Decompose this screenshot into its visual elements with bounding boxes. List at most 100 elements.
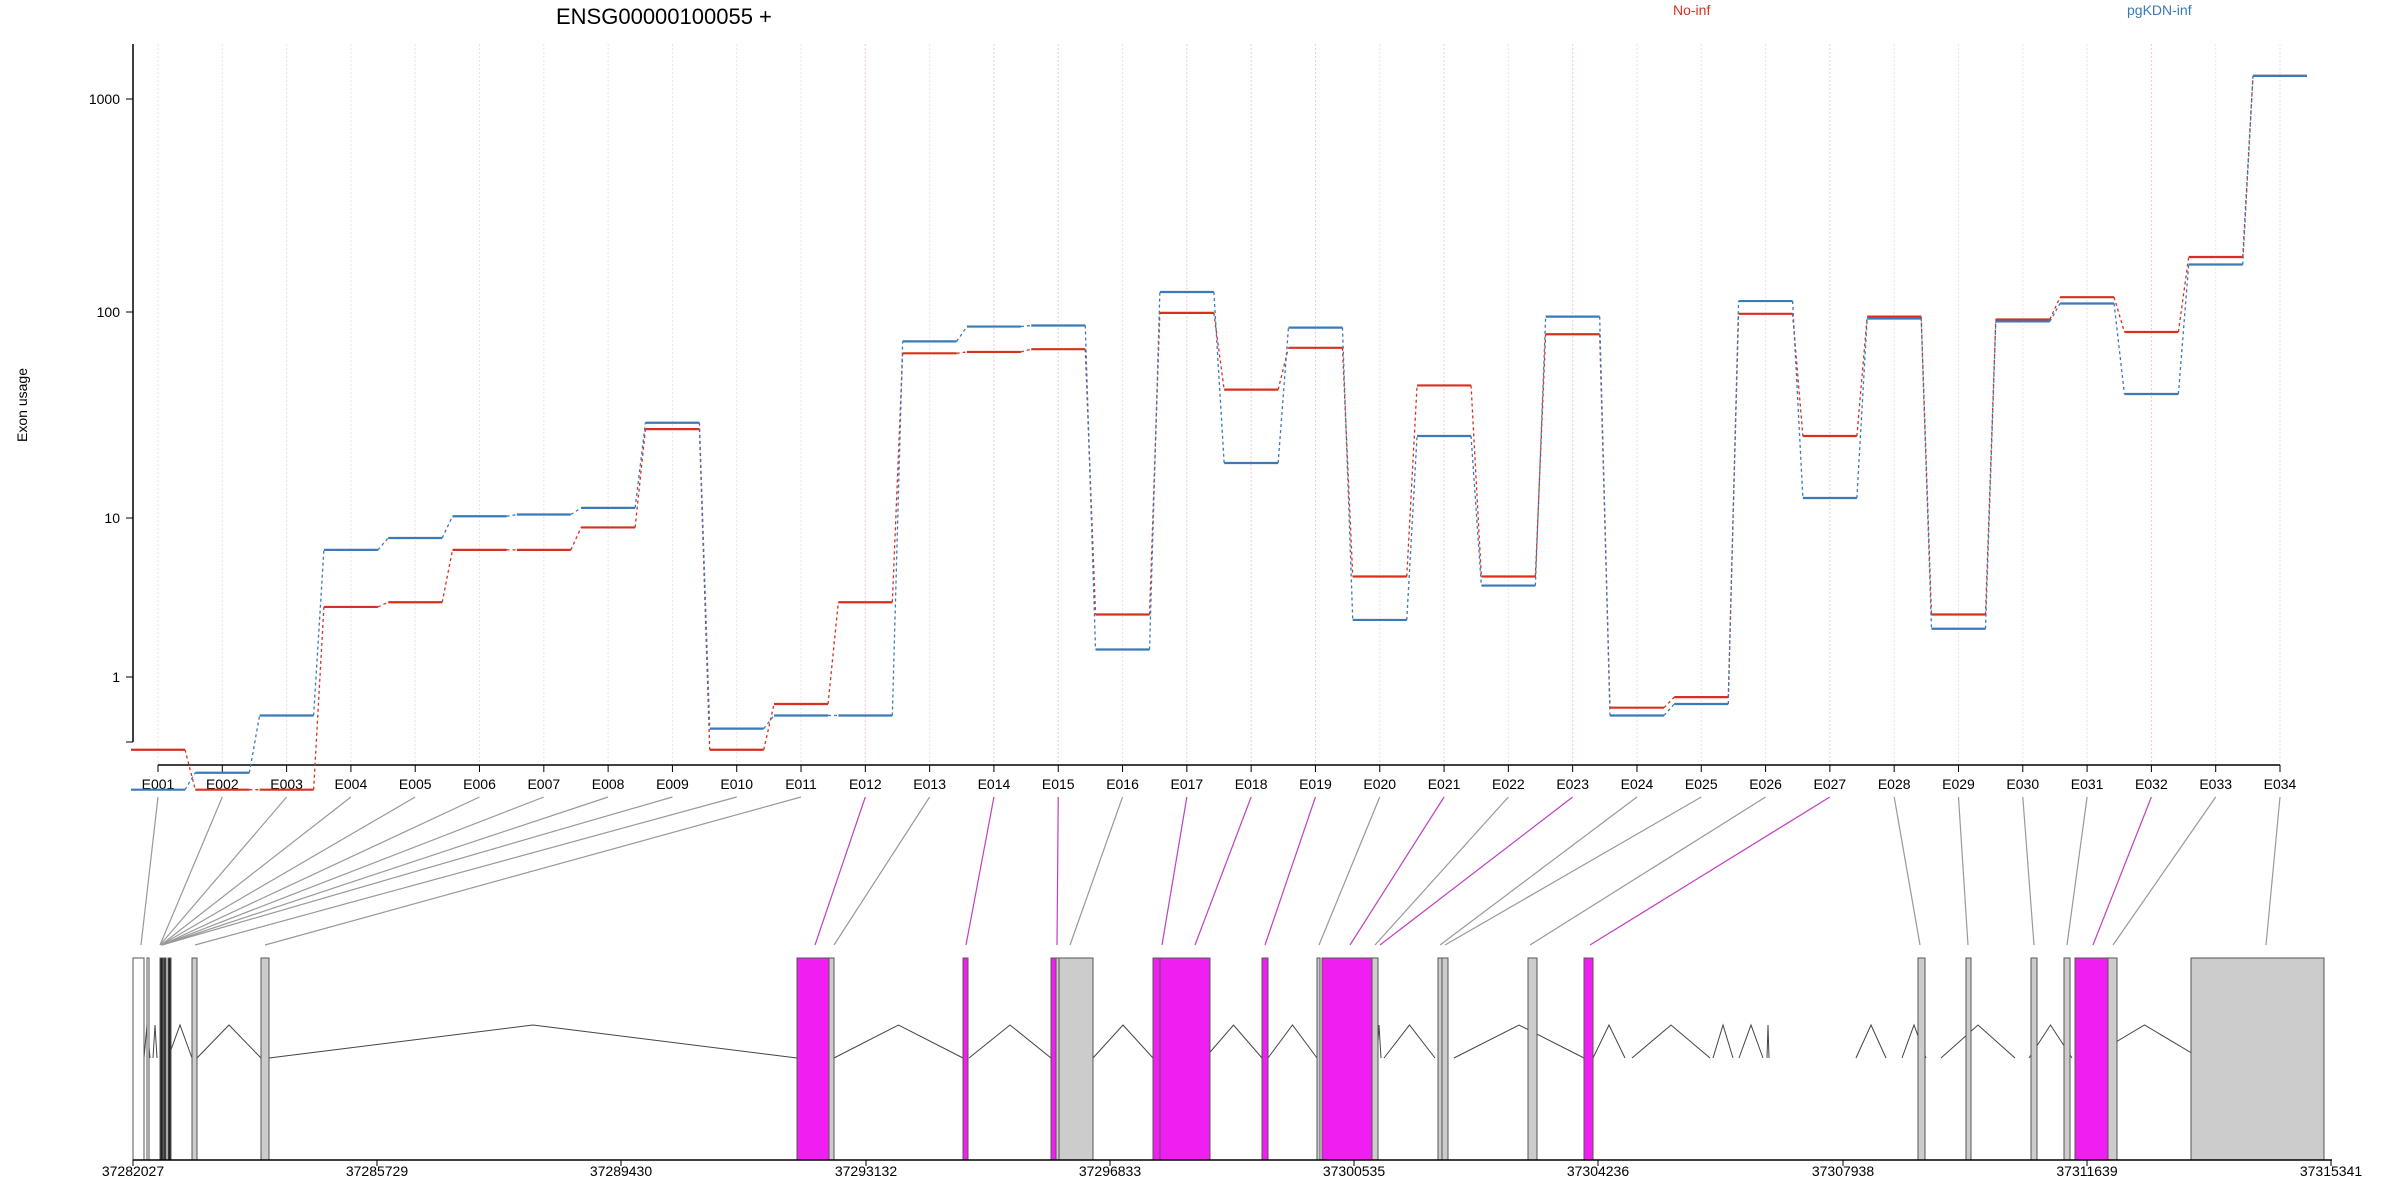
exon-link-line [159, 796, 288, 946]
x-tick-label: E018 [1235, 776, 1268, 792]
coord-label: 37311639 [2056, 1163, 2117, 1179]
exon-box [1917, 957, 1926, 1161]
intron-line [167, 1023, 193, 1059]
connector-line [1856, 318, 1868, 499]
connector-line [1213, 291, 1225, 464]
y-tick-label: 1000 [89, 91, 120, 107]
exon-link-line [1957, 796, 1969, 946]
connector-line [634, 429, 647, 528]
connector-line [570, 507, 582, 516]
connector-line [1663, 696, 1675, 709]
exon-box [1321, 957, 1373, 1161]
exon-link-line [161, 796, 609, 946]
coord-label: 37307938 [1812, 1163, 1875, 1179]
connector-line [2242, 75, 2254, 265]
exon-link-line [1264, 796, 1317, 946]
intron-line [1631, 1024, 1711, 1059]
x-tick-label: E009 [656, 776, 689, 792]
connector-line [1341, 327, 1354, 620]
exon-link-line [160, 796, 352, 946]
x-tick-label: E026 [1749, 776, 1782, 792]
exon-box [828, 957, 835, 1161]
x-tick-label: E027 [1814, 776, 1847, 792]
connector-line [377, 537, 389, 551]
x-tick-label: E034 [2264, 776, 2297, 792]
exon-link-line [2022, 796, 2035, 946]
x-tick-label: E014 [978, 776, 1011, 792]
exon-link-line [1439, 796, 1638, 946]
exon-box [1965, 957, 1972, 1161]
connector-line [248, 715, 261, 773]
exon-link-line [1194, 796, 1252, 946]
x-tick-label: E015 [1042, 776, 1075, 792]
connector-line [763, 715, 775, 729]
connector-line [1470, 435, 1483, 586]
y-tick-label: 1 [112, 669, 120, 685]
exon-box [167, 957, 172, 1161]
intron-line [1592, 1023, 1626, 1059]
exon-link-line [1318, 796, 1381, 946]
intron-line [268, 1024, 798, 1059]
x-tick-label: E021 [1428, 776, 1461, 792]
x-tick-label: E001 [142, 776, 175, 792]
connector-line [1470, 385, 1483, 577]
intron-line [1092, 1024, 1154, 1059]
intron-line [833, 1024, 964, 1059]
exon-link-line [1444, 796, 1702, 946]
y-tick-label: 100 [97, 304, 121, 320]
exon-box [1371, 957, 1379, 1161]
exon-link-line [140, 796, 159, 946]
connector-line [1406, 385, 1418, 577]
intron-line [1940, 1024, 2016, 1059]
x-tick-label: E007 [527, 776, 560, 792]
exon-link-lines [140, 796, 2281, 946]
exon-link-line [1056, 796, 1059, 946]
exon-box [159, 957, 164, 1161]
connector-line [570, 527, 582, 551]
exon-box [260, 957, 270, 1161]
exon-box [962, 957, 969, 1161]
exon-box [1527, 957, 1538, 1161]
x-tick-label: E019 [1299, 776, 1332, 792]
exon-link-line [1069, 796, 1124, 946]
x-tick-label: E032 [2135, 776, 2168, 792]
connector-line [184, 749, 196, 790]
connector-line [1534, 334, 1547, 577]
coord-label: 37304236 [1567, 1163, 1630, 1179]
connector-line [441, 515, 454, 539]
exon-link-line [194, 796, 737, 946]
x-tick-label: E011 [785, 776, 817, 792]
connector-line [2177, 264, 2190, 395]
legend-no-inf: No-inf [1673, 2, 1710, 18]
exon-box [1152, 957, 1161, 1161]
x-tick-label: E020 [1363, 776, 1396, 792]
connector-line [2049, 296, 2061, 320]
exon-box [796, 957, 830, 1161]
connector-line [1148, 312, 1161, 615]
exon-link-line [1374, 796, 1509, 946]
exon-box [2074, 957, 2109, 1161]
intron-line [1267, 1024, 1318, 1059]
connector-line [1534, 316, 1547, 586]
coord-label: 37289430 [590, 1163, 653, 1179]
connector-line [891, 341, 904, 716]
x-tick-label: E003 [270, 776, 303, 792]
connector-line [1791, 313, 1804, 437]
connector-line [1406, 435, 1418, 620]
legend-pgkdn-inf: pgKDN-inf [2127, 2, 2192, 18]
intron-line [196, 1024, 262, 1059]
x-tick-label: E006 [463, 776, 496, 792]
x-tick-label: E002 [206, 776, 239, 792]
exon-box [1050, 957, 1057, 1161]
x-tick-label: E005 [399, 776, 432, 792]
x-tick-label: E016 [1106, 776, 1139, 792]
exon-link-line [2112, 796, 2217, 946]
connector-line [2113, 303, 2126, 395]
intron-line [1855, 1023, 1887, 1059]
vertical-grid [157, 44, 2281, 765]
x-tick-label: E012 [849, 776, 882, 792]
connector-line [1277, 347, 1290, 390]
exon-link-line [159, 796, 223, 946]
connector-line [1791, 301, 1804, 499]
